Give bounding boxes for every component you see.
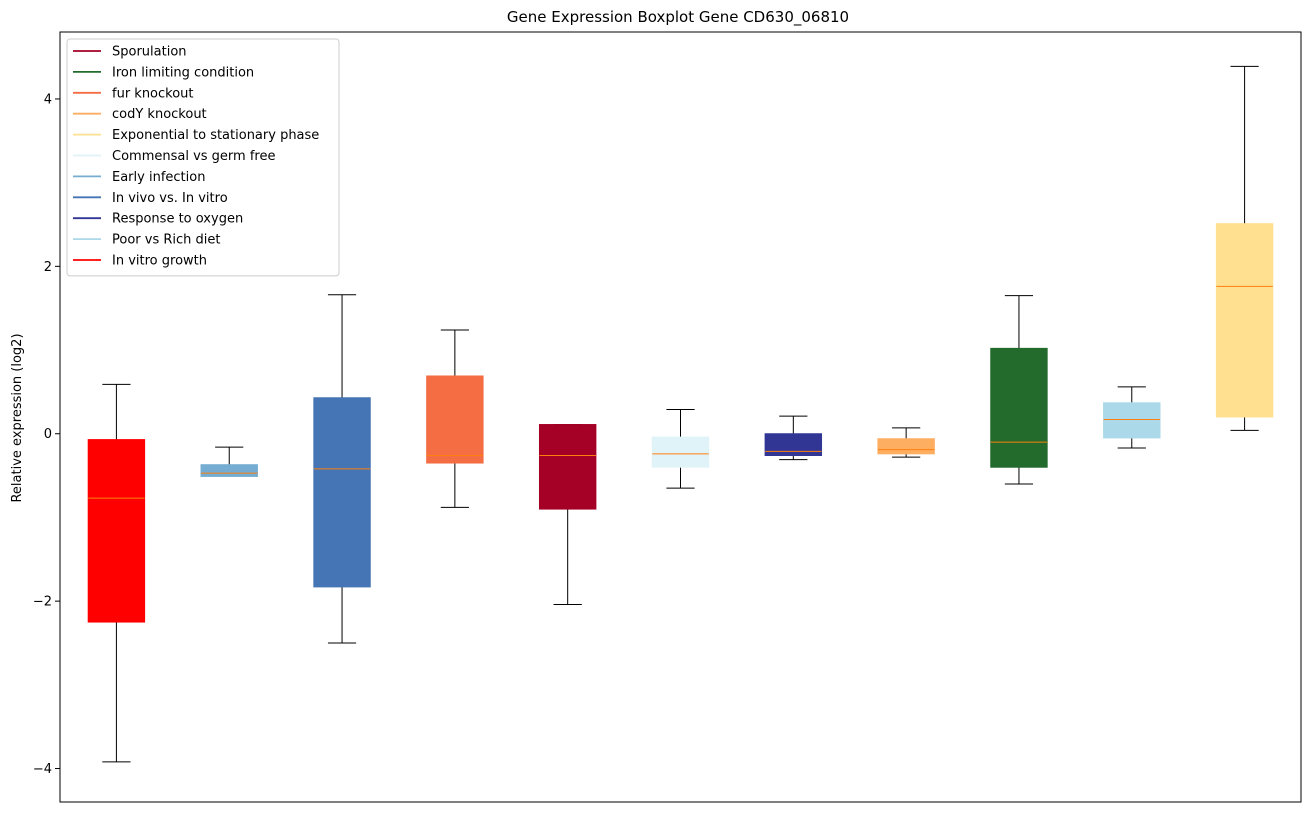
box-group: [200, 446, 258, 477]
box-iqr: [764, 433, 823, 457]
y-axis-label: Relative expression (log2): [10, 333, 25, 502]
chart-title: Gene Expression Boxplot Gene CD630_06810: [507, 8, 849, 27]
box-iqr: [1215, 223, 1274, 418]
plot-frame: [59, 31, 1302, 803]
y-tick-label: −2: [33, 595, 52, 610]
legend-label: Response to oxygen: [112, 212, 243, 227]
legend-label: In vitro growth: [112, 254, 207, 269]
y-tick-label: 0: [44, 427, 52, 442]
box-iqr: [426, 375, 484, 464]
legend-label: fur knockout: [112, 86, 194, 101]
box-iqr: [990, 347, 1048, 468]
box-group: [1103, 386, 1161, 449]
box-iqr: [1103, 402, 1161, 439]
box-group: [990, 295, 1048, 485]
box-group: [764, 415, 823, 461]
legend-label: codY knockout: [112, 107, 207, 122]
box-group: [426, 329, 484, 508]
legend: Sporulation Iron limiting condition fur kn…: [66, 38, 340, 277]
y-tick-label: 2: [44, 260, 52, 275]
legend-label: Sporulation: [112, 45, 187, 60]
box-group: [538, 424, 597, 605]
y-tick-label: 4: [44, 92, 52, 107]
box-group: [1215, 65, 1274, 431]
plot-area: −4 −2 0 2 4: [33, 31, 1302, 803]
box-group: [651, 408, 710, 489]
box-group: [877, 427, 935, 458]
legend-label: Iron limiting condition: [112, 65, 254, 80]
box-iqr: [538, 424, 597, 510]
box-iqr: [651, 436, 710, 468]
box-iqr: [87, 439, 146, 623]
box-iqr: [877, 438, 935, 455]
legend-label: In vivo vs. In vitro: [112, 191, 228, 206]
box-iqr: [313, 397, 371, 588]
legend-label: Commensal vs germ free: [112, 149, 275, 164]
legend-label: Poor vs Rich diet: [112, 233, 220, 248]
legend-label: Early infection: [112, 170, 205, 185]
box-group: [313, 294, 371, 644]
y-tick-label: −4: [33, 762, 52, 777]
legend-box: [66, 38, 340, 277]
box-group: [87, 383, 146, 763]
box-iqr: [200, 464, 258, 477]
legend-label: Exponential to stationary phase: [112, 128, 319, 143]
